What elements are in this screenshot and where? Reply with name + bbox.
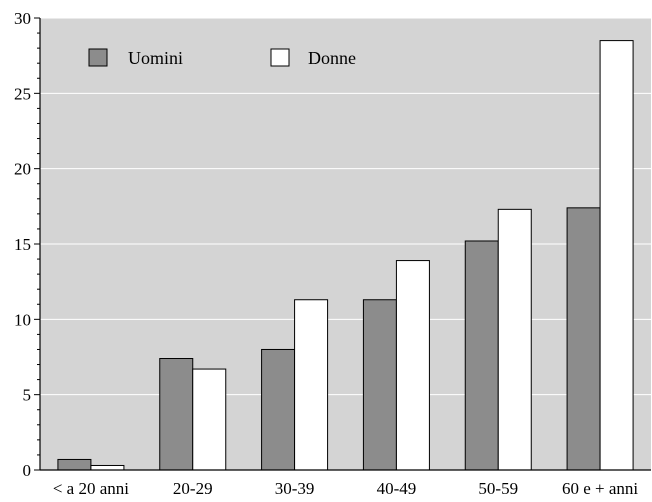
bar-uomini-3 (362, 299, 397, 471)
y-tick-label: 5 (23, 386, 32, 405)
y-tick-label: 20 (14, 160, 31, 179)
bar-donne-2 (294, 299, 329, 471)
x-tick-label: 60 e + anni (562, 479, 638, 498)
bar-donne-5 (599, 40, 634, 471)
x-tick-label: < a 20 anni (53, 479, 129, 498)
y-tick-label: 15 (14, 235, 31, 254)
x-tick-label: 40-49 (377, 479, 417, 498)
legend-swatch-donne (270, 48, 290, 67)
bar-uomini-5 (566, 207, 601, 471)
bar-uomini-4 (464, 240, 499, 471)
bar-donne-3 (395, 260, 430, 471)
x-tick-label: 50-59 (478, 479, 518, 498)
y-tick-label: 30 (14, 9, 31, 28)
bar-donne-1 (192, 368, 227, 471)
legend-label-uomini: Uomini (128, 48, 183, 68)
legend-label-donne: Donne (308, 48, 356, 68)
x-tick-labels: < a 20 anni 20-29 30-39 40-49 50-59 60 e + an… (53, 479, 639, 498)
bar-uomini-1 (159, 358, 194, 471)
x-tick-label: 30-39 (275, 479, 315, 498)
y-tick-label: 25 (14, 84, 31, 103)
y-tick-label: 0 (23, 461, 32, 480)
y-tick-label: 10 (14, 310, 31, 329)
bar-uomini-0 (57, 458, 92, 471)
y-ticks: 0 5 10 15 20 25 30 (14, 9, 40, 480)
bars (57, 40, 634, 471)
gridlines (40, 17, 651, 396)
bar-donne-0 (90, 464, 125, 471)
x-tick-label: 20-29 (173, 479, 213, 498)
bar-uomini-2 (261, 348, 296, 471)
legend: Uomini Donne (88, 48, 356, 68)
legend-swatch-uomini (88, 48, 108, 67)
bar-donne-4 (497, 208, 532, 471)
